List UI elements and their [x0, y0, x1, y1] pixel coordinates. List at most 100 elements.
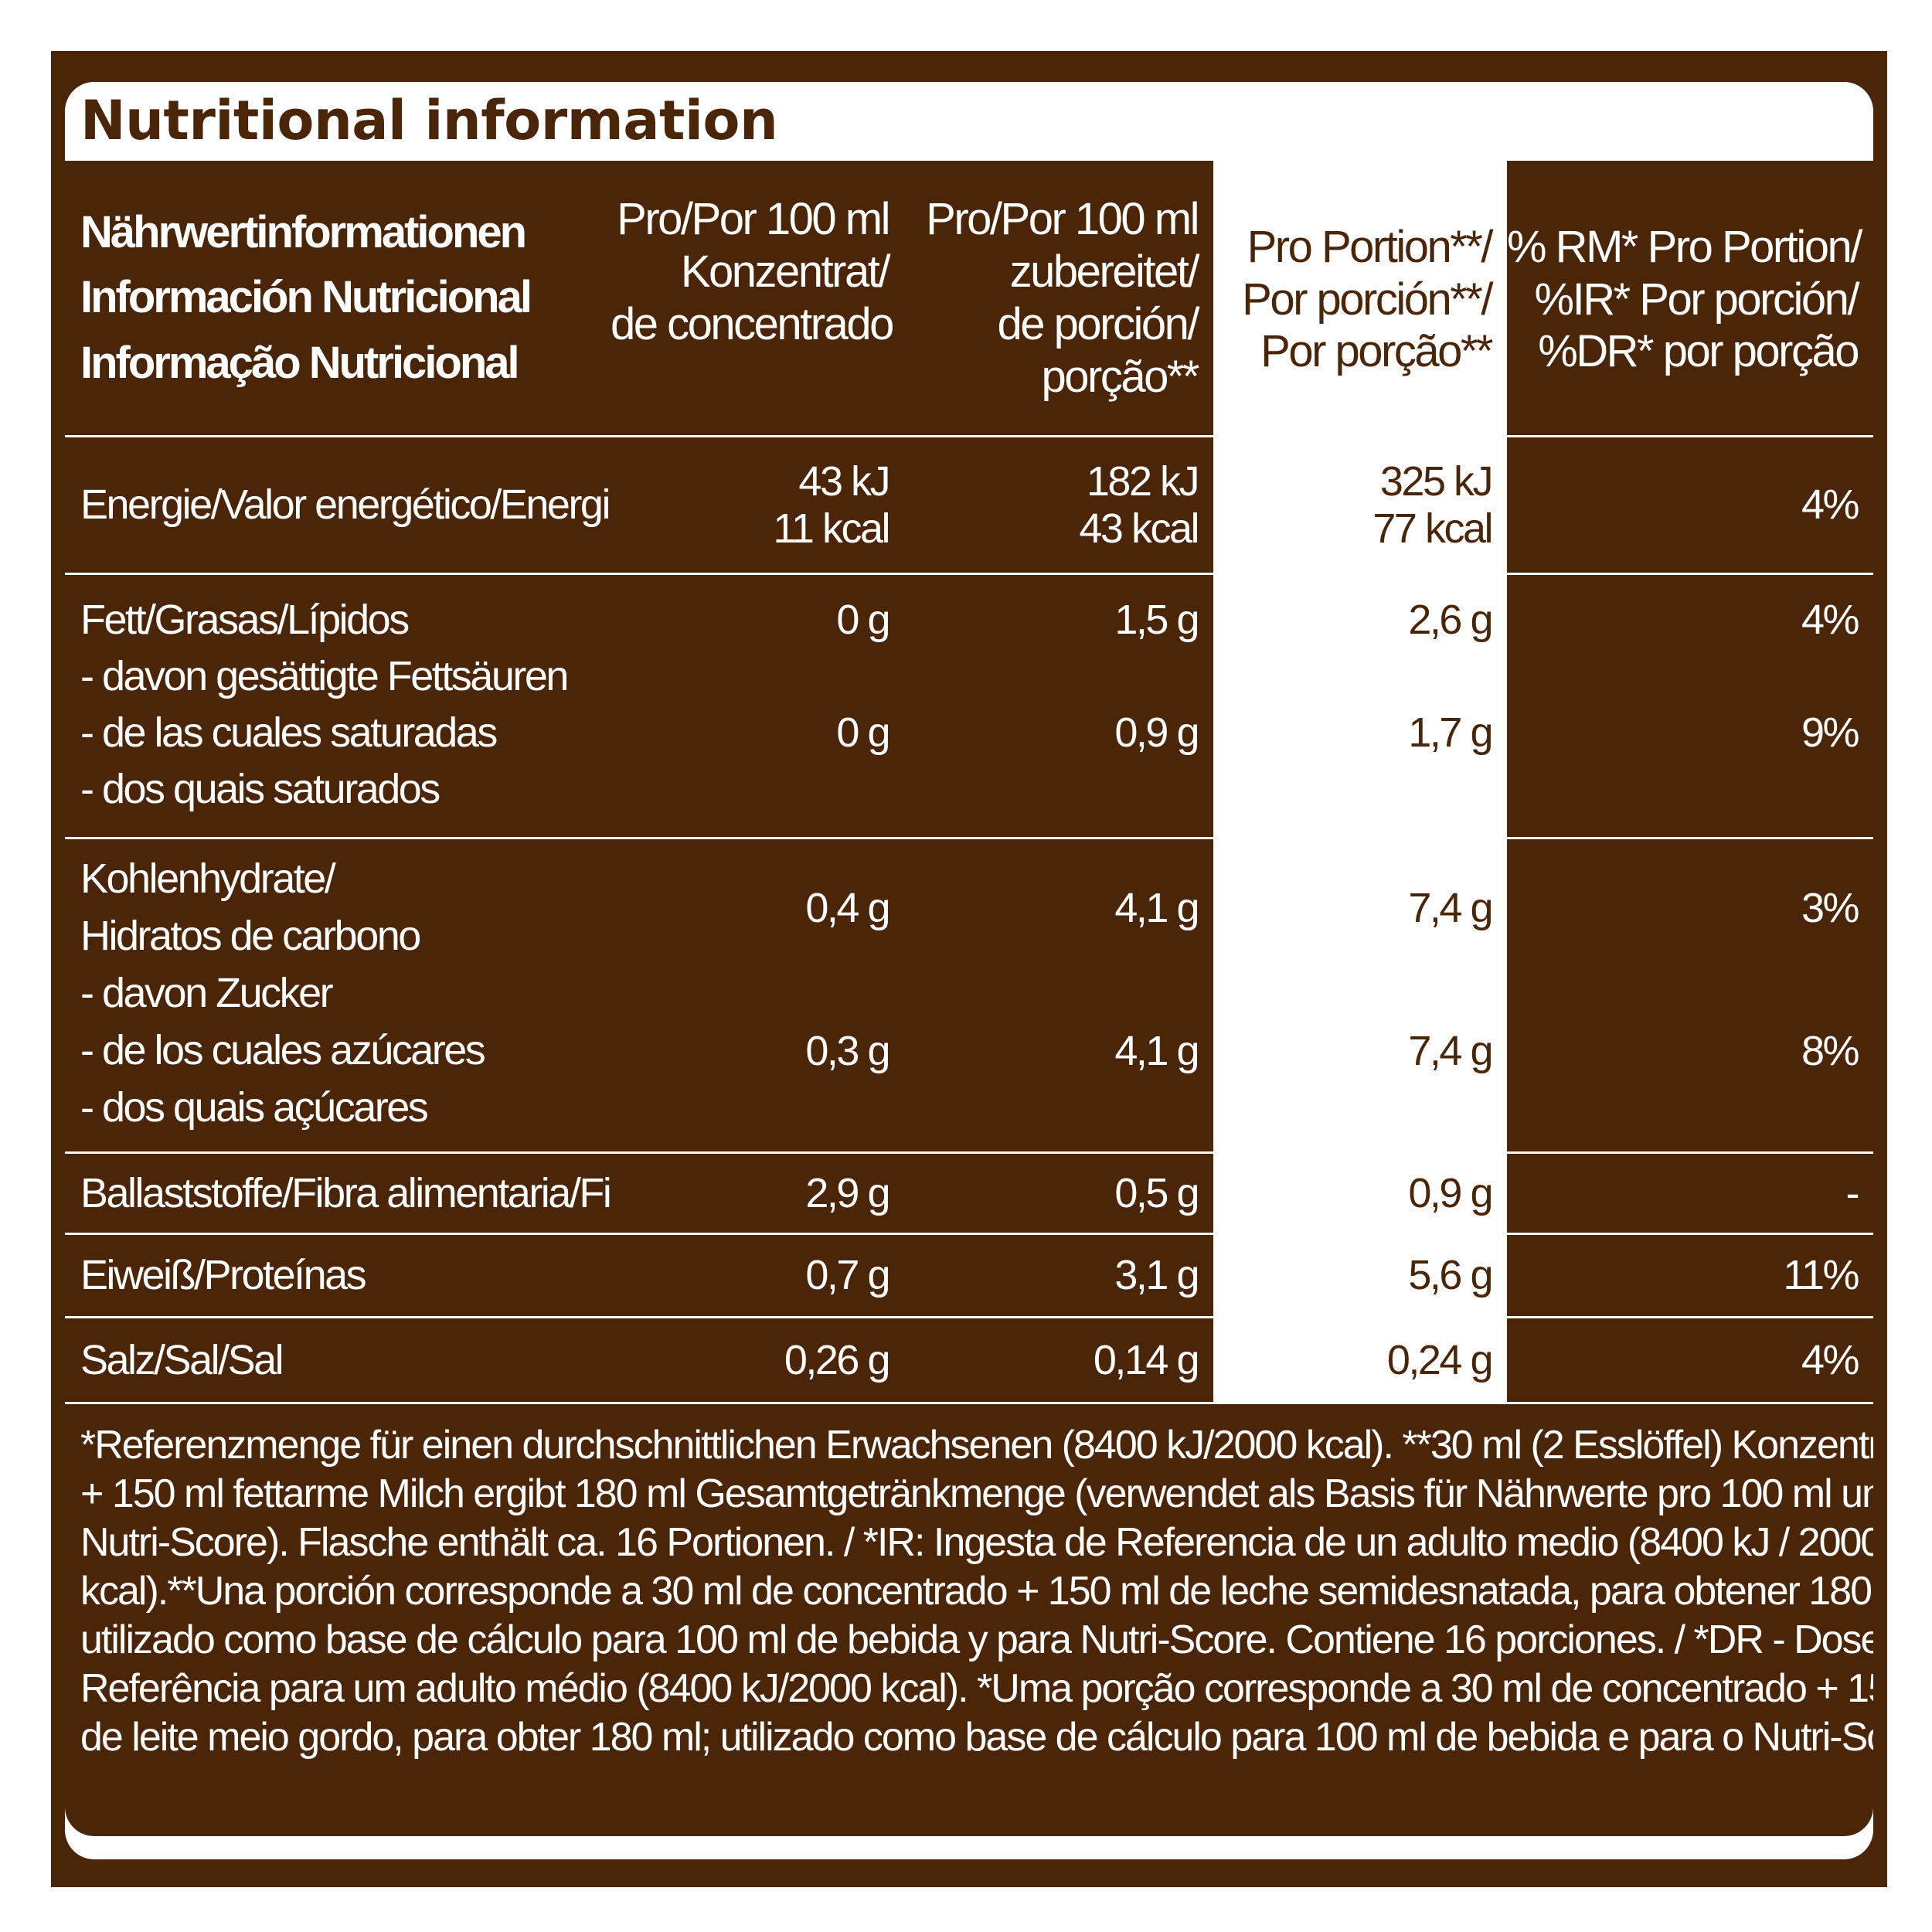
energy-portion: 325 kJ 77 kcal — [1213, 437, 1507, 573]
row-divider — [65, 1316, 1213, 1318]
header-col-reference: % RM* Pro Portion/ %IR* Por porción/ %DR… — [1507, 161, 1873, 435]
row-divider — [65, 837, 1213, 839]
saturates-label-es: - de las cuales saturadas — [80, 709, 498, 756]
carbs-portion-cell: 7,4 g 7,4 g — [1213, 839, 1507, 1151]
header-name-pt: Informação Nutricional — [80, 337, 520, 388]
header-col2-line3: de porción/ — [997, 298, 1200, 349]
fibre-reference: - — [1507, 1154, 1873, 1233]
footnote: *Referenzmenge für einen durchschnittlic… — [65, 1404, 1873, 1836]
sugars-label-de: - davon Zucker — [80, 970, 334, 1016]
fat-reference: 4% — [1801, 597, 1860, 643]
carbs-prepared-cell: 4,1 g 4,1 g — [904, 839, 1213, 1151]
footnote-line: Referência para um adulto médio (8400 kJ… — [80, 1666, 1873, 1711]
row-divider — [1507, 1233, 1873, 1235]
fat-label-cell: Fett/Grasas/Lípidos - davon gesättigte F… — [65, 575, 611, 837]
energy-reference: 4% — [1507, 437, 1873, 573]
header-col3-line3: Por porção** — [1260, 326, 1493, 377]
carbs-concentrate-cell: 0,4 g 0,3 g — [611, 839, 904, 1151]
energy-concentrate-kcal: 11 kcal — [773, 505, 890, 552]
header-col1-line2: Konzentrat/ — [680, 246, 891, 297]
header-col-prepared: Pro/Por 100 ml zubereitet/ de porción/ p… — [904, 161, 1213, 435]
fat-concentrate-cell: 0 g 0 g — [611, 575, 904, 837]
header-col-portion: Pro Portion**/ Por porción**/ Por porção… — [1213, 161, 1507, 435]
carbs-concentrate: 0,4 g — [805, 885, 890, 931]
footnote-line: *Referenzmenge für einen durchschnittlic… — [80, 1423, 1873, 1468]
protein-concentrate: 0,7 g — [611, 1235, 904, 1316]
header-col3-line2: Por porción**/ — [1242, 274, 1493, 325]
salt-portion: 0,24 g — [1213, 1318, 1507, 1402]
footnote-line: utilizado como base de cálculo para 100 … — [80, 1617, 1873, 1662]
sugars-label-pt: - dos quais açúcares — [80, 1084, 429, 1131]
energy-prepared-kj: 182 kJ — [1086, 458, 1200, 505]
sugars-label-es: - de los cuales azúcares — [80, 1027, 486, 1073]
protein-prepared: 3,1 g — [904, 1235, 1213, 1316]
header-col2-line1: Pro/Por 100 ml — [926, 194, 1199, 244]
energy-label: Energie/Valor energético/Energia — [65, 437, 611, 573]
header-col1-line3: de concentrado — [611, 298, 894, 349]
carbs-reference: 3% — [1801, 885, 1860, 931]
header-col-concentrate: Pro/Por 100 ml Konzentrat/ de concentrad… — [611, 161, 904, 435]
sugars-reference: 8% — [1801, 1028, 1860, 1074]
protein-portion: 5,6 g — [1213, 1235, 1507, 1316]
salt-label: Salz/Sal/Sal — [65, 1318, 611, 1402]
row-divider — [65, 1151, 1213, 1154]
fat-portion: 2,6 g — [1408, 597, 1493, 643]
header-name-de: Nährwertinformationen — [80, 207, 527, 258]
header-col2-line4: porção** — [1041, 351, 1200, 402]
carbs-label-cell: Kohlenhydrate/ Hidratos de carbono - dav… — [65, 839, 611, 1151]
fibre-portion: 0,9 g — [1213, 1154, 1507, 1233]
header-col1-line1: Pro/Por 100 ml — [617, 194, 890, 244]
sugars-concentrate: 0,3 g — [805, 1028, 890, 1074]
footnote-line: + 150 ml fettarme Milch ergibt 180 ml Ge… — [80, 1471, 1873, 1516]
protein-reference: 11% — [1507, 1235, 1873, 1316]
fibre-prepared: 0,5 g — [904, 1154, 1213, 1233]
sugars-prepared: 4,1 g — [1114, 1028, 1199, 1074]
row-divider — [1507, 1316, 1873, 1318]
row-divider — [1507, 1151, 1873, 1154]
row-divider — [65, 1233, 1213, 1235]
salt-reference: 4% — [1507, 1318, 1873, 1402]
fat-prepared-cell: 1,5 g 0,9 g — [904, 575, 1213, 837]
sugars-portion: 7,4 g — [1408, 1028, 1493, 1074]
energy-portion-kcal: 77 kcal — [1372, 505, 1493, 552]
carbs-reference-cell: 3% 8% — [1507, 839, 1873, 1151]
fibre-concentrate: 2,9 g — [611, 1154, 904, 1233]
saturates-prepared: 0,9 g — [1114, 709, 1199, 756]
protein-label: Eiweiß/Proteínas — [65, 1235, 611, 1316]
row-divider — [65, 1402, 1873, 1404]
row-divider — [65, 573, 1213, 575]
salt-prepared: 0,14 g — [904, 1318, 1213, 1402]
header-name-cell: Nährwertinformationen Información Nutric… — [65, 161, 611, 435]
carbs-label-de: Kohlenhydrate/ — [80, 855, 336, 902]
fat-portion-cell: 2,6 g 1,7 g — [1213, 575, 1507, 837]
salt-concentrate: 0,26 g — [611, 1318, 904, 1402]
saturates-concentrate: 0 g — [836, 709, 890, 756]
footnote-line: Nutri-Score). Flasche enthält ca. 16 Por… — [80, 1520, 1873, 1565]
row-divider — [65, 435, 1213, 437]
energy-portion-kj: 325 kJ — [1379, 458, 1494, 505]
footnote-line: kcal).**Una porción corresponde a 30 ml … — [80, 1569, 1873, 1614]
carbs-prepared: 4,1 g — [1114, 885, 1199, 931]
fat-prepared: 1,5 g — [1114, 597, 1199, 643]
saturates-label-pt: - dos quais saturados — [80, 766, 440, 812]
energy-concentrate: 43 kJ 11 kcal — [611, 437, 904, 573]
energy-prepared-kcal: 43 kcal — [1079, 505, 1199, 552]
header-col2-line2: zubereitet/ — [1009, 246, 1200, 297]
carbs-label-es: Hidratos de carbono — [80, 913, 421, 959]
row-divider — [1507, 837, 1873, 839]
header-col4-line1: % RM* Pro Portion/ — [1507, 221, 1862, 272]
fibre-label: Ballaststoffe/Fibra alimentaria/Fibra — [65, 1154, 611, 1233]
fat-reference-cell: 4% 9% — [1507, 575, 1873, 837]
saturates-portion: 1,7 g — [1408, 709, 1493, 756]
header-col4-line3: %DR* por porção — [1538, 326, 1859, 377]
fat-label: Fett/Grasas/Lípidos — [80, 597, 410, 643]
header-name-es: Información Nutricional — [80, 272, 532, 323]
header-col3-line1: Pro Portion**/ — [1247, 221, 1494, 272]
energy-concentrate-kj: 43 kJ — [798, 458, 890, 505]
saturates-label-de: - davon gesättigte Fettsäuren — [80, 653, 569, 699]
row-divider — [1507, 573, 1873, 575]
footnote-line: de leite meio gordo, para obter 180 ml; … — [80, 1715, 1873, 1760]
energy-prepared: 182 kJ 43 kcal — [904, 437, 1213, 573]
row-divider — [1507, 435, 1873, 437]
carbs-portion: 7,4 g — [1408, 885, 1493, 931]
